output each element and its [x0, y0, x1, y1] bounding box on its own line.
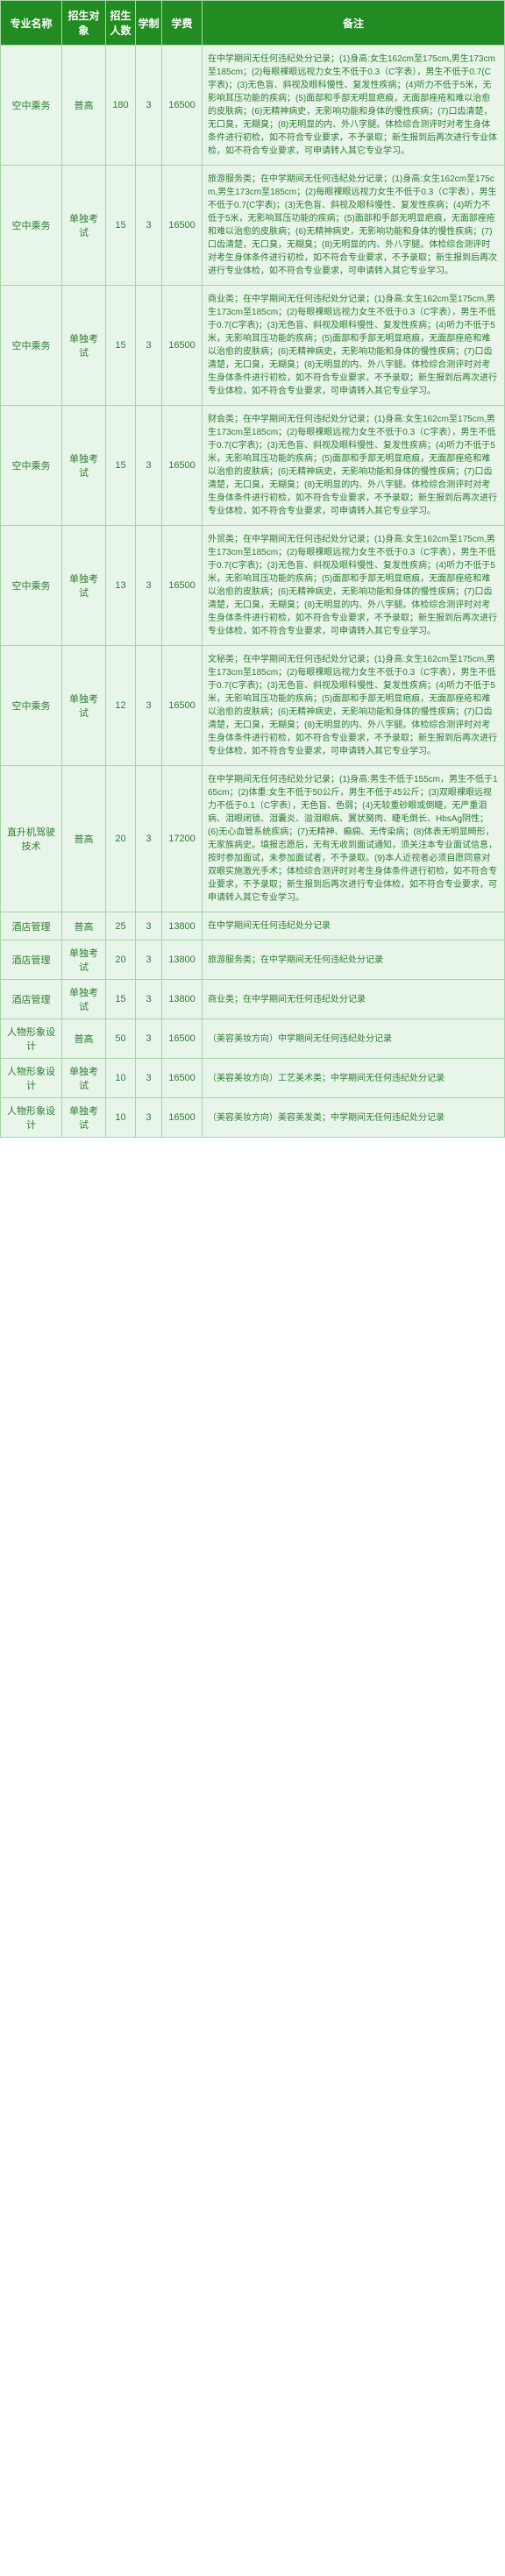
cell-target: 单独考试 [62, 940, 106, 980]
cell-major: 空中乘务 [1, 286, 62, 406]
cell-count: 15 [106, 406, 136, 526]
cell-count: 20 [106, 766, 136, 912]
cell-fee: 13800 [162, 980, 203, 1019]
cell-years: 3 [136, 1019, 162, 1059]
cell-major: 人物形象设计 [1, 1059, 62, 1098]
table-row: 人物形象设计单独考试10316500（美容美妆方向）美容美发类；中学期间无任何违… [1, 1098, 505, 1138]
cell-remark: 在中学期间无任何违纪处分记录；(1)身高:女生162cm至175cm,男生173… [203, 46, 505, 166]
cell-fee: 16500 [162, 166, 203, 286]
cell-years: 3 [136, 980, 162, 1019]
cell-target: 普高 [62, 766, 106, 912]
cell-major: 人物形象设计 [1, 1098, 62, 1138]
cell-count: 180 [106, 46, 136, 166]
cell-remark: 旅游服务类；在中学期间无任何违纪处分记录；(1)身高:女生162cm至175cm… [203, 166, 505, 286]
cell-remark: 旅游服务类；在中学期间无任何违纪处分记录 [203, 940, 505, 980]
cell-major: 直升机驾驶技术 [1, 766, 62, 912]
cell-fee: 16500 [162, 1098, 203, 1138]
table-header-row: 专业名称 招生对象 招生人数 学制 学费 备注 [1, 1, 505, 46]
cell-major: 空中乘务 [1, 166, 62, 286]
cell-major: 酒店管理 [1, 980, 62, 1019]
cell-years: 3 [136, 646, 162, 766]
table-row: 空中乘务单独考试13316500外贸类；在中学期间无任何违纪处分记录；(1)身高… [1, 526, 505, 646]
table-row: 空中乘务单独考试15316500财会类；在中学期间无任何违纪处分记录；(1)身高… [1, 406, 505, 526]
cell-count: 10 [106, 1098, 136, 1138]
cell-target: 普高 [62, 912, 106, 940]
table-row: 空中乘务单独考试15316500商业类；在中学期间无任何违纪处分记录；(1)身高… [1, 286, 505, 406]
table-row: 直升机驾驶技术普高20317200在中学期间无任何违纪处分记录；(1)身高:男生… [1, 766, 505, 912]
table-row: 空中乘务普高180316500在中学期间无任何违纪处分记录；(1)身高:女生16… [1, 46, 505, 166]
cell-remark: （美容美妆方向）中学期间无任何违纪处分记录 [203, 1019, 505, 1059]
cell-target: 单独考试 [62, 166, 106, 286]
cell-count: 50 [106, 1019, 136, 1059]
cell-count: 15 [106, 286, 136, 406]
col-major: 专业名称 [1, 1, 62, 46]
cell-years: 3 [136, 286, 162, 406]
cell-remark: 在中学期间无任何违纪处分记录；(1)身高:男生不低于155cm，男生不低于165… [203, 766, 505, 912]
cell-target: 单独考试 [62, 646, 106, 766]
cell-count: 15 [106, 166, 136, 286]
cell-fee: 16500 [162, 646, 203, 766]
cell-fee: 16500 [162, 46, 203, 166]
cell-target: 单独考试 [62, 1098, 106, 1138]
col-count: 招生人数 [106, 1, 136, 46]
cell-years: 3 [136, 766, 162, 912]
cell-count: 12 [106, 646, 136, 766]
cell-count: 13 [106, 526, 136, 646]
cell-fee: 16500 [162, 406, 203, 526]
cell-major: 空中乘务 [1, 526, 62, 646]
cell-remark: 在中学期间无任何违纪处分记录 [203, 912, 505, 940]
cell-remark: 外贸类；在中学期间无任何违纪处分记录；(1)身高:女生162cm至175cm,男… [203, 526, 505, 646]
cell-remark: 文秘类；在中学期间无任何违纪处分记录；(1)身高:女生162cm至175cm,男… [203, 646, 505, 766]
cell-target: 普高 [62, 1019, 106, 1059]
col-fee: 学费 [162, 1, 203, 46]
cell-fee: 16500 [162, 286, 203, 406]
cell-major: 人物形象设计 [1, 1019, 62, 1059]
cell-years: 3 [136, 912, 162, 940]
cell-target: 单独考试 [62, 980, 106, 1019]
cell-remark: 商业类；在中学期间无任何违纪处分记录 [203, 980, 505, 1019]
cell-target: 普高 [62, 46, 106, 166]
table-row: 酒店管理单独考试20313800旅游服务类；在中学期间无任何违纪处分记录 [1, 940, 505, 980]
cell-fee: 16500 [162, 1019, 203, 1059]
col-years: 学制 [136, 1, 162, 46]
cell-target: 单独考试 [62, 406, 106, 526]
enrollment-table: 专业名称 招生对象 招生人数 学制 学费 备注 空中乘务普高180316500在… [0, 0, 505, 1138]
cell-remark: 财会类；在中学期间无任何违纪处分记录；(1)身高:女生162cm至175cm,男… [203, 406, 505, 526]
cell-years: 3 [136, 406, 162, 526]
table-row: 人物形象设计普高50316500（美容美妆方向）中学期间无任何违纪处分记录 [1, 1019, 505, 1059]
cell-years: 3 [136, 526, 162, 646]
cell-major: 酒店管理 [1, 940, 62, 980]
cell-target: 单独考试 [62, 286, 106, 406]
cell-years: 3 [136, 940, 162, 980]
table-row: 酒店管理普高25313800在中学期间无任何违纪处分记录 [1, 912, 505, 940]
cell-years: 3 [136, 166, 162, 286]
cell-count: 20 [106, 940, 136, 980]
cell-major: 空中乘务 [1, 46, 62, 166]
table-row: 空中乘务单独考试12316500文秘类；在中学期间无任何违纪处分记录；(1)身高… [1, 646, 505, 766]
cell-years: 3 [136, 1059, 162, 1098]
col-target: 招生对象 [62, 1, 106, 46]
col-remark: 备注 [203, 1, 505, 46]
cell-major: 空中乘务 [1, 406, 62, 526]
table-row: 酒店管理单独考试15313800商业类；在中学期间无任何违纪处分记录 [1, 980, 505, 1019]
cell-count: 25 [106, 912, 136, 940]
cell-remark: （美容美妆方向）美容美发类；中学期间无任何违纪处分记录 [203, 1098, 505, 1138]
cell-major: 酒店管理 [1, 912, 62, 940]
cell-fee: 16500 [162, 526, 203, 646]
cell-major: 空中乘务 [1, 646, 62, 766]
cell-years: 3 [136, 1098, 162, 1138]
cell-count: 10 [106, 1059, 136, 1098]
cell-years: 3 [136, 46, 162, 166]
cell-fee: 13800 [162, 940, 203, 980]
cell-target: 单独考试 [62, 526, 106, 646]
cell-count: 15 [106, 980, 136, 1019]
table-row: 人物形象设计单独考试10316500（美容美妆方向）工艺美术类；中学期间无任何违… [1, 1059, 505, 1098]
cell-remark: 商业类；在中学期间无任何违纪处分记录；(1)身高:女生162cm至175cm,男… [203, 286, 505, 406]
cell-remark: （美容美妆方向）工艺美术类；中学期间无任何违纪处分记录 [203, 1059, 505, 1098]
table-row: 空中乘务单独考试15316500旅游服务类；在中学期间无任何违纪处分记录；(1)… [1, 166, 505, 286]
cell-fee: 16500 [162, 1059, 203, 1098]
cell-fee: 13800 [162, 912, 203, 940]
cell-target: 单独考试 [62, 1059, 106, 1098]
cell-fee: 17200 [162, 766, 203, 912]
